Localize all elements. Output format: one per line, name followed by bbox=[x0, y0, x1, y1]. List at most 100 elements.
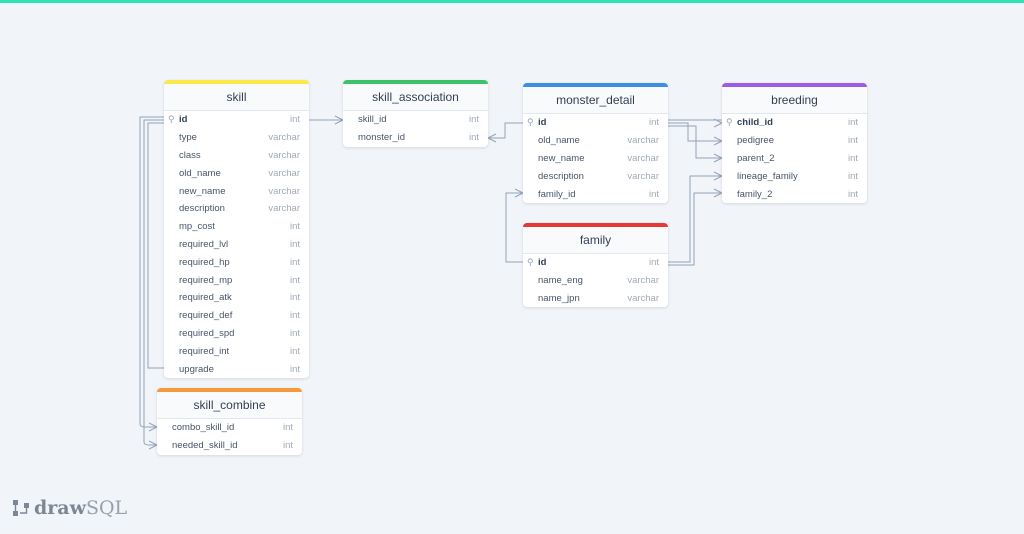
column-row[interactable]: name_jpn varchar bbox=[523, 290, 668, 308]
column-row[interactable]: combo_skill_id int bbox=[157, 419, 302, 437]
column-row[interactable]: family_2 int bbox=[722, 185, 867, 203]
key-icon: ⚲ bbox=[527, 117, 534, 127]
column-type: int bbox=[289, 114, 300, 126]
column-row[interactable]: lineage_family int bbox=[722, 167, 867, 185]
column-name: needed_skill_id bbox=[172, 440, 238, 452]
table-title[interactable]: monster_detail bbox=[523, 87, 668, 114]
column-name: required_hp bbox=[179, 256, 230, 268]
column-name: id bbox=[538, 257, 547, 269]
column-row[interactable]: ⚲ id int bbox=[523, 114, 668, 132]
column-name: old_name bbox=[179, 167, 221, 179]
column-type: varchar bbox=[627, 292, 659, 304]
column-name: type bbox=[179, 132, 197, 144]
column-row[interactable]: family_id int bbox=[523, 185, 668, 203]
column-name: required_def bbox=[179, 310, 233, 322]
column-row[interactable]: skill_id int bbox=[343, 111, 488, 129]
column-type: varchar bbox=[627, 275, 659, 287]
link-family-family2 bbox=[668, 188, 723, 266]
table-title[interactable]: skill_combine bbox=[157, 392, 302, 419]
column-name: mp_cost bbox=[179, 221, 215, 233]
table-skill[interactable]: skill ⚲ id int type varchar class varchar old_na… bbox=[164, 80, 309, 378]
column-row[interactable]: description varchar bbox=[164, 200, 309, 218]
column-type: int bbox=[847, 170, 858, 182]
link-skill-needed bbox=[143, 119, 164, 450]
column-name: name_jpn bbox=[538, 292, 580, 304]
table-color-bar bbox=[164, 80, 309, 84]
column-row[interactable]: old_name varchar bbox=[523, 132, 668, 150]
column-row[interactable]: upgrade int bbox=[164, 360, 309, 378]
table-color-bar bbox=[343, 80, 488, 84]
table-family[interactable]: family ⚲ id int name_eng varchar name_jpn varch… bbox=[523, 223, 668, 308]
column-name: child_id bbox=[737, 117, 773, 129]
column-row[interactable]: name_eng varchar bbox=[523, 272, 668, 290]
column-row[interactable]: ⚲ child_id int bbox=[722, 114, 867, 132]
table-skill-combine[interactable]: skill_combine combo_skill_id int needed_ski… bbox=[157, 388, 302, 455]
column-row[interactable]: required_atk int bbox=[164, 289, 309, 307]
column-type: varchar bbox=[627, 135, 659, 147]
column-type: varchar bbox=[627, 152, 659, 164]
column-row[interactable]: pedigree int bbox=[722, 132, 867, 150]
column-name: monster_id bbox=[358, 132, 405, 144]
column-row[interactable]: required_int int bbox=[164, 342, 309, 360]
link-monster-parent bbox=[668, 125, 723, 163]
column-row[interactable]: needed_skill_id int bbox=[157, 437, 302, 455]
table-title[interactable]: skill_association bbox=[343, 84, 488, 111]
column-row[interactable]: ⚲ id int bbox=[523, 254, 668, 272]
logo-icon bbox=[13, 500, 29, 516]
column-row[interactable]: required_def int bbox=[164, 307, 309, 325]
table-skill-association[interactable]: skill_association skill_id int monster_id in… bbox=[343, 80, 488, 147]
column-type: int bbox=[282, 440, 293, 452]
column-name: name_eng bbox=[538, 275, 583, 287]
table-monster-detail[interactable]: monster_detail ⚲ id int old_name varchar new_n… bbox=[523, 83, 668, 203]
key-icon: ⚲ bbox=[527, 257, 534, 267]
link-association-monster bbox=[487, 122, 523, 143]
top-accent-bar bbox=[0, 0, 1024, 3]
column-name: pedigree bbox=[737, 135, 774, 147]
column-row[interactable]: required_lvl int bbox=[164, 236, 309, 254]
column-name: required_int bbox=[179, 345, 230, 357]
column-row[interactable]: ⚲ id int bbox=[164, 111, 309, 129]
table-title[interactable]: breeding bbox=[722, 87, 867, 114]
column-type: int bbox=[468, 114, 479, 126]
column-type: varchar bbox=[268, 185, 300, 197]
column-name: parent_2 bbox=[737, 152, 775, 164]
column-row[interactable]: new_name varchar bbox=[523, 150, 668, 168]
link-skill-association bbox=[309, 115, 344, 125]
column-type: int bbox=[289, 256, 300, 268]
column-row[interactable]: class varchar bbox=[164, 147, 309, 165]
column-row[interactable]: old_name varchar bbox=[164, 164, 309, 182]
logo-text-light: SQL bbox=[85, 497, 128, 519]
table-title[interactable]: skill bbox=[164, 84, 309, 111]
link-monster-child bbox=[668, 118, 723, 128]
column-type: int bbox=[282, 422, 293, 434]
column-type: varchar bbox=[268, 149, 300, 161]
column-name: id bbox=[538, 117, 547, 129]
link-family-monster bbox=[505, 188, 524, 263]
column-name: class bbox=[179, 149, 201, 161]
table-title[interactable]: family bbox=[523, 227, 668, 254]
link-skill-combo bbox=[139, 116, 164, 432]
table-color-bar bbox=[523, 83, 668, 87]
column-row[interactable]: mp_cost int bbox=[164, 218, 309, 236]
column-row[interactable]: required_mp int bbox=[164, 271, 309, 289]
column-row[interactable]: monster_id int bbox=[343, 129, 488, 147]
table-breeding[interactable]: breeding ⚲ child_id int pedigree int parent_2 i… bbox=[722, 83, 867, 203]
column-type: int bbox=[289, 310, 300, 322]
table-color-bar bbox=[722, 83, 867, 87]
column-type: varchar bbox=[268, 132, 300, 144]
column-type: int bbox=[648, 188, 659, 200]
column-row[interactable]: required_spd int bbox=[164, 325, 309, 343]
column-name: required_lvl bbox=[179, 238, 229, 250]
column-name: old_name bbox=[538, 135, 580, 147]
column-row[interactable]: description varchar bbox=[523, 167, 668, 185]
column-type: int bbox=[289, 274, 300, 286]
column-row[interactable]: parent_2 int bbox=[722, 150, 867, 168]
column-row[interactable]: required_hp int bbox=[164, 253, 309, 271]
drawsql-logo: draw SQL bbox=[12, 497, 127, 519]
column-name: new_name bbox=[179, 185, 226, 197]
column-type: int bbox=[847, 188, 858, 200]
key-icon: ⚲ bbox=[726, 117, 733, 127]
column-row[interactable]: new_name varchar bbox=[164, 182, 309, 200]
column-row[interactable]: type varchar bbox=[164, 129, 309, 147]
